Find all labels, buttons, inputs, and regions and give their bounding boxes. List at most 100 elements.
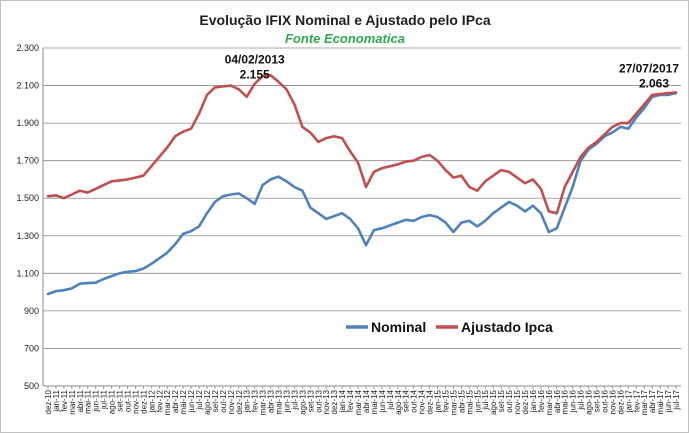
annotation-date-1: 27/07/2017 [619,62,679,76]
y-tick-label: 1.900 [16,118,39,128]
y-tick-label: 2.100 [16,81,39,91]
y-tick-label: 1.300 [16,231,39,241]
annotation-value-1: 2.063 [639,77,669,91]
x-tick-label: jun-16 [569,389,578,413]
x-tick-label: fev-15 [441,389,450,412]
x-tick-label: fev-11 [60,389,69,411]
x-tick-label: jan-13 [243,389,252,413]
x-tick-label: nov-16 [608,389,617,414]
x-tick-label: jun-11 [92,389,101,412]
annotation-value-0: 2.155 [240,68,270,82]
annotation-date-0: 04/02/2013 [225,53,285,67]
x-tick-label: nov-11 [131,389,140,413]
x-tick-label: jun-12 [187,389,196,413]
chart-title: Evolução IFIX Nominal e Ajustado pelo IP… [199,12,490,28]
x-tick-label: jan-12 [147,389,156,413]
x-tick-label: mar-16 [545,389,554,415]
x-tick-label: set-13 [306,389,315,412]
series-line-ajustado [46,73,678,215]
series-line-nominal [46,91,678,296]
x-tick-label: fev-12 [155,389,164,412]
x-tick-label: mai-11 [84,389,93,413]
x-tick-label: abr-17 [648,389,657,413]
x-tick-label: dez-16 [616,389,625,414]
x-tick-label: mar-13 [259,389,268,415]
x-tick-label: abr-16 [553,389,562,413]
x-tick-label: out-15 [505,389,514,412]
x-axis: dez-10jan-11fev-11mar-11abr-11mai-11jun-… [44,386,681,415]
x-tick-label: mai-14 [370,389,379,414]
x-tick-label: dez-15 [521,389,530,414]
x-tick-label: jun-13 [282,389,291,413]
x-tick-label: dez-12 [235,389,244,414]
x-tick-label: out-16 [600,389,609,412]
x-tick-label: mar-17 [640,389,649,415]
x-tick-label: ago-15 [489,389,498,414]
x-tick-label: ago-13 [298,389,307,414]
x-tick-label: fev-13 [251,389,260,412]
x-tick-label: mai-12 [179,389,188,414]
x-tick-label: jan-16 [529,389,538,413]
series-lines [46,73,678,296]
x-tick-label: dez-14 [426,389,435,414]
x-tick-label: jul-12 [195,389,204,410]
x-tick-label: jan-17 [624,389,633,413]
x-tick-label: set-16 [593,389,602,412]
x-tick-label: abr-11 [76,389,85,412]
y-tick-label: 500 [24,381,39,391]
y-tick-label: 900 [24,306,39,316]
legend-label-ajustado: Ajustado Ipca [461,319,553,335]
x-tick-label: mai-16 [561,389,570,414]
x-tick-label: jan-14 [338,389,347,413]
x-tick-label: fev-17 [632,389,641,412]
x-tick-label: ago-14 [394,389,403,414]
x-tick-label: jan-11 [52,389,61,412]
x-tick-label: out-14 [410,389,419,412]
legend: Nominal Ajustado Ipca [346,319,553,335]
x-tick-label: ago-12 [203,389,212,414]
x-tick-label: abr-13 [267,389,276,413]
x-tick-label: jun-14 [378,389,387,413]
x-tick-label: fev-16 [537,389,546,412]
x-tick-label: dez-10 [44,389,53,414]
x-tick-label: ago-16 [585,389,594,414]
y-tick-label: 700 [24,343,39,353]
x-tick-label: set-11 [116,389,125,411]
x-tick-label: jul-13 [290,389,299,410]
x-tick-label: mar-12 [163,389,172,415]
x-tick-label: abr-14 [362,389,371,413]
x-tick-label: dez-11 [139,389,148,413]
x-tick-label: out-11 [123,389,132,412]
x-tick-label: jul-15 [481,389,490,410]
x-tick-label: jan-15 [434,389,443,413]
x-tick-label: out-13 [314,389,323,412]
y-tick-label: 2.300 [16,43,39,53]
x-tick-label: set-15 [497,389,506,412]
x-tick-label: out-12 [219,389,228,412]
x-tick-label: nov-15 [513,389,522,414]
x-tick-label: fev-14 [346,389,355,412]
x-tick-label: jul-14 [386,389,395,410]
y-tick-label: 1.500 [16,193,39,203]
x-tick-label: mar-14 [354,389,363,415]
x-tick-label: dez-13 [330,389,339,414]
y-axis: 500 700 900 1.100 1.300 1.500 1.700 1.900 2.100 2… [16,43,681,391]
x-tick-label: mai-17 [656,389,665,414]
chart-subtitle: Fonte Economatica [285,31,405,46]
x-tick-label: mai-13 [275,389,284,414]
x-tick-label: nov-13 [322,389,331,414]
x-tick-label: nov-12 [227,389,236,414]
x-tick-label: nov-14 [418,389,427,414]
x-tick-label: mai-15 [465,389,474,414]
x-tick-label: mar-11 [68,389,77,414]
x-tick-label: jul-16 [577,389,586,410]
x-tick-label: ago-11 [108,389,117,414]
x-tick-label: jun-17 [664,389,673,413]
x-tick-label: set-12 [211,389,220,412]
x-tick-label: jun-15 [473,389,482,413]
x-tick-label: abr-15 [457,389,466,413]
x-tick-label: jul-11 [100,389,109,410]
